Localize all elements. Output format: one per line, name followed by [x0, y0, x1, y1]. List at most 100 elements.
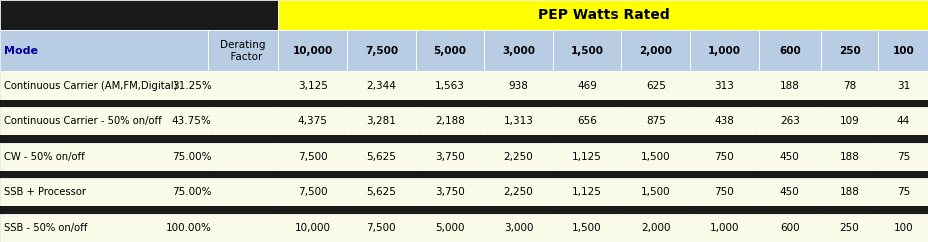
Text: 5,000: 5,000 [433, 46, 466, 56]
Text: CW - 50% on/off: CW - 50% on/off [4, 152, 84, 162]
Bar [552, 71, 621, 100]
Text: 875: 875 [645, 116, 665, 126]
Bar [0, 135, 928, 143]
Bar [208, 107, 278, 135]
Text: 44: 44 [896, 116, 909, 126]
Text: 7,500: 7,500 [367, 223, 395, 233]
Text: 100: 100 [893, 223, 912, 233]
Bar [0, 107, 208, 135]
Bar [0, 206, 928, 214]
Bar [552, 30, 621, 71]
Bar [621, 71, 690, 100]
Bar [0, 171, 928, 178]
Bar [278, 214, 347, 242]
Bar [415, 143, 483, 171]
Bar [690, 178, 758, 206]
Bar [0, 100, 928, 107]
Text: 10,000: 10,000 [292, 46, 332, 56]
Bar [552, 107, 621, 135]
Text: 7,500: 7,500 [298, 152, 328, 162]
Text: 625: 625 [645, 81, 665, 91]
Text: 100: 100 [892, 46, 913, 56]
Text: 31.25%: 31.25% [172, 81, 212, 91]
Text: SSB + Processor: SSB + Processor [4, 187, 85, 197]
Text: 1,000: 1,000 [707, 46, 740, 56]
Bar [208, 178, 278, 206]
Bar [208, 71, 278, 100]
Text: 438: 438 [714, 116, 733, 126]
Bar [820, 143, 877, 171]
Bar [877, 214, 928, 242]
Bar [483, 107, 552, 135]
Bar [0, 0, 278, 30]
Bar [347, 143, 415, 171]
Text: 1,563: 1,563 [434, 81, 464, 91]
Bar [690, 214, 758, 242]
Text: 1,500: 1,500 [572, 223, 601, 233]
Text: Continuous Carrier (AM,FM,Digital): Continuous Carrier (AM,FM,Digital) [4, 81, 177, 91]
Text: 1,125: 1,125 [572, 152, 601, 162]
Bar [877, 143, 928, 171]
Text: Derating
  Factor: Derating Factor [220, 40, 265, 62]
Bar [758, 178, 820, 206]
Bar [0, 71, 208, 100]
Text: Continuous Carrier - 50% on/off: Continuous Carrier - 50% on/off [4, 116, 161, 126]
Bar [483, 71, 552, 100]
Bar [278, 0, 928, 30]
Text: PEP Watts Rated: PEP Watts Rated [537, 8, 669, 22]
Bar [415, 71, 483, 100]
Text: 3,125: 3,125 [298, 81, 328, 91]
Text: 100.00%: 100.00% [165, 223, 212, 233]
Text: 250: 250 [838, 46, 859, 56]
Text: 2,250: 2,250 [503, 187, 533, 197]
Text: 1,313: 1,313 [503, 116, 533, 126]
Text: 109: 109 [839, 116, 858, 126]
Bar [621, 214, 690, 242]
Bar [877, 178, 928, 206]
Text: 250: 250 [839, 223, 858, 233]
Text: 75.00%: 75.00% [172, 187, 212, 197]
Bar [758, 30, 820, 71]
Text: 938: 938 [508, 81, 528, 91]
Text: 1,500: 1,500 [640, 152, 670, 162]
Text: 2,000: 2,000 [638, 46, 672, 56]
Bar [347, 71, 415, 100]
Bar [278, 71, 347, 100]
Text: 3,750: 3,750 [434, 152, 464, 162]
Text: 750: 750 [714, 152, 733, 162]
Text: 5,000: 5,000 [434, 223, 464, 233]
Text: 75: 75 [896, 152, 909, 162]
Bar [483, 214, 552, 242]
Bar [758, 107, 820, 135]
Text: Mode: Mode [4, 46, 38, 56]
Bar [877, 107, 928, 135]
Bar [621, 30, 690, 71]
Bar [621, 107, 690, 135]
Text: 43.75%: 43.75% [172, 116, 212, 126]
Bar [0, 178, 208, 206]
Text: 7,500: 7,500 [298, 187, 328, 197]
Text: 313: 313 [714, 81, 733, 91]
Bar [208, 30, 278, 71]
Text: 1,000: 1,000 [709, 223, 739, 233]
Text: 1,500: 1,500 [640, 187, 670, 197]
Bar [208, 214, 278, 242]
Text: 2,000: 2,000 [640, 223, 670, 233]
Text: 31: 31 [896, 81, 909, 91]
Bar [690, 143, 758, 171]
Text: 3,000: 3,000 [501, 46, 535, 56]
Text: 4,375: 4,375 [298, 116, 328, 126]
Bar [415, 107, 483, 135]
Bar [552, 143, 621, 171]
Text: 1,500: 1,500 [570, 46, 603, 56]
Bar [415, 214, 483, 242]
Text: 600: 600 [780, 223, 799, 233]
Bar [0, 30, 208, 71]
Bar [483, 178, 552, 206]
Text: 1,125: 1,125 [572, 187, 601, 197]
Bar [278, 143, 347, 171]
Bar [415, 30, 483, 71]
Bar [483, 30, 552, 71]
Text: 3,281: 3,281 [366, 116, 396, 126]
Bar [690, 71, 758, 100]
